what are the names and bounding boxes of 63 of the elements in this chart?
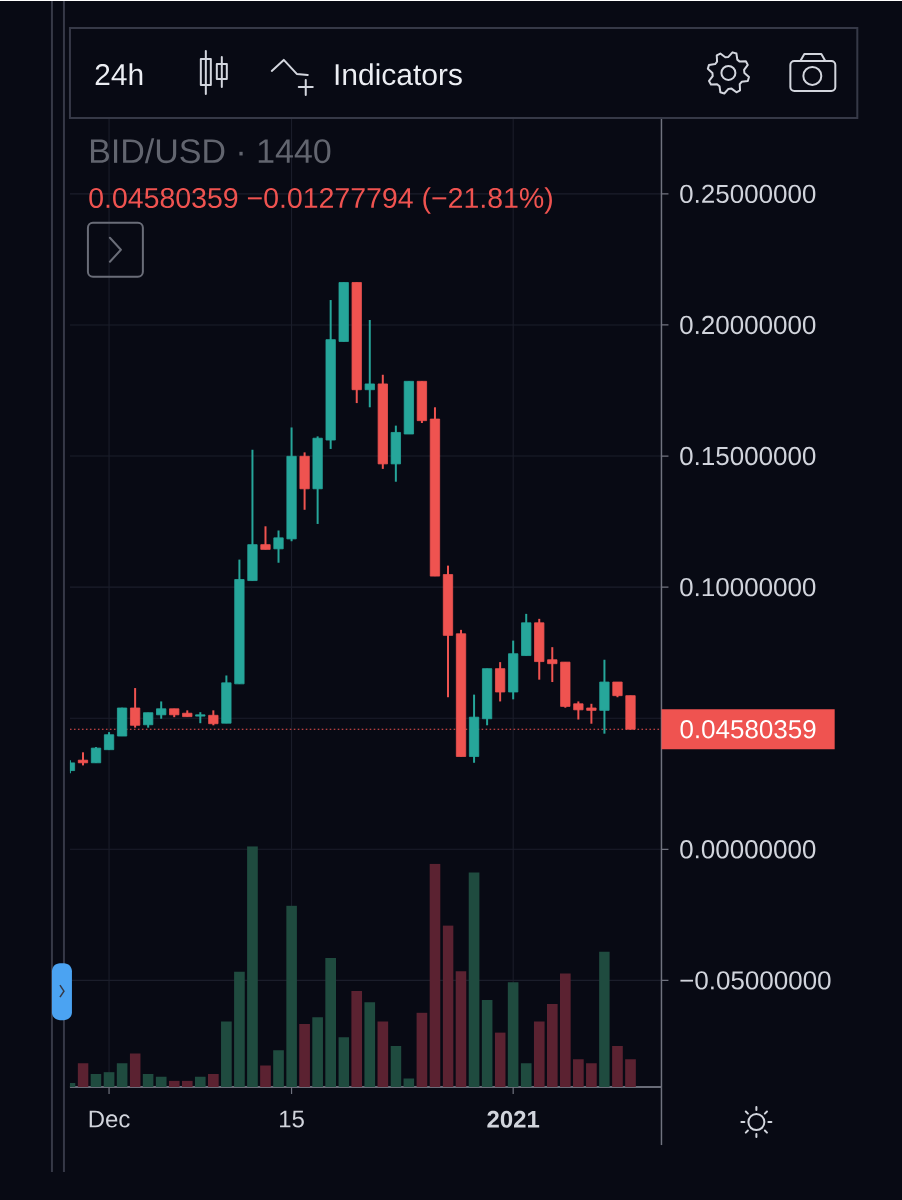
bar — [129, 1053, 141, 1088]
bar — [468, 872, 480, 1088]
bar — [572, 1059, 584, 1088]
text: Indicators — [335, 63, 462, 86]
bar — [273, 1050, 284, 1088]
bar — [429, 863, 441, 1088]
candlestick — [494, 661, 506, 703]
bar — [416, 1012, 428, 1088]
bar — [455, 971, 467, 1088]
candlestick — [129, 687, 141, 729]
bar — [246, 846, 258, 1088]
y-tick-label: 0.10000000 — [680, 577, 816, 597]
bar — [325, 958, 336, 1088]
bar — [155, 1076, 167, 1088]
bar — [585, 1063, 597, 1088]
bar — [481, 999, 493, 1088]
y-tick-label: −0.05000000 — [680, 971, 831, 990]
bar — [546, 1004, 558, 1088]
bar — [351, 991, 362, 1088]
candlestick — [573, 700, 584, 721]
bar — [520, 1063, 532, 1088]
candlestick — [273, 529, 284, 564]
candlestick — [364, 318, 375, 409]
bar — [312, 1017, 323, 1088]
bar — [364, 1002, 375, 1088]
bar — [338, 1037, 349, 1088]
candlestick — [547, 646, 558, 684]
y-tick-label: 0.15000000 — [680, 446, 816, 466]
bar — [168, 1080, 180, 1088]
bar — [299, 1024, 310, 1088]
bar — [286, 905, 297, 1088]
bar — [181, 1080, 193, 1088]
y-tick-label: 0.00000000 — [680, 840, 816, 859]
bar — [142, 1074, 154, 1088]
bar — [90, 1074, 102, 1088]
bar — [77, 1063, 89, 1088]
ref-line-label: 0.04580359 — [680, 720, 816, 739]
text: 24h — [95, 63, 143, 85]
x-tick-label: 15 — [279, 1110, 304, 1128]
bar — [494, 1032, 506, 1088]
bar — [533, 1021, 545, 1088]
bar — [207, 1074, 219, 1088]
bar — [507, 982, 519, 1088]
bar — [260, 1065, 271, 1088]
bar — [612, 1045, 623, 1088]
candlestick — [586, 702, 597, 725]
bar — [103, 1072, 115, 1088]
bar — [233, 971, 245, 1088]
bar — [625, 1059, 636, 1088]
bar — [442, 925, 454, 1088]
y-tick-label: 0.25000000 — [680, 184, 816, 204]
text: 0.04580359 −0.01277794 (−21.81%) — [89, 187, 552, 214]
y-tick-label: 0.20000000 — [680, 315, 816, 335]
bar — [220, 1021, 232, 1088]
bar — [390, 1045, 402, 1088]
bar — [377, 1021, 389, 1088]
bar — [403, 1078, 415, 1088]
bar — [116, 1063, 128, 1088]
chart-title: BID/USD · 1440 — [90, 138, 331, 164]
x-tick-label: 2021 — [487, 1110, 540, 1128]
candlestick — [260, 525, 271, 551]
bar — [559, 973, 571, 1088]
x-tick-label: Dec — [89, 1110, 130, 1128]
